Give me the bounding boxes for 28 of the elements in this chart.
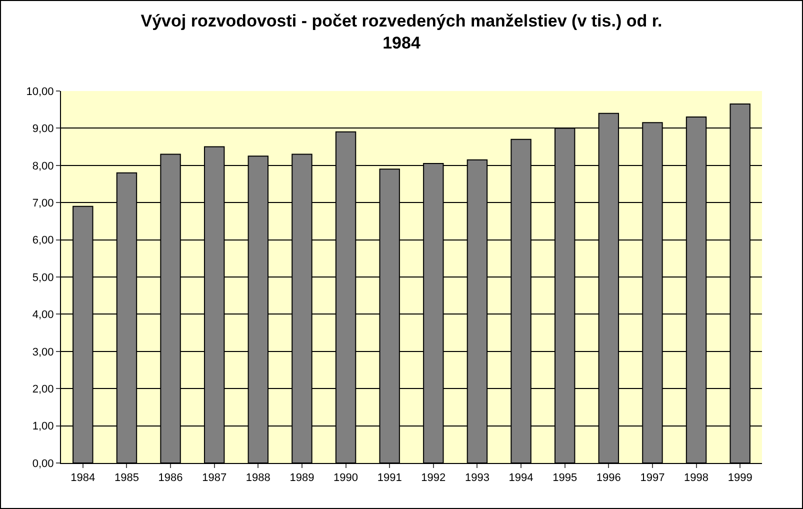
x-tick-label: 1996 [596, 472, 621, 484]
y-tick-label: 5,00 [32, 272, 54, 284]
chart-title: Vývoj rozvodovosti - počet rozvedených manželstiev (v tis.) od r. 1984 [140, 11, 662, 52]
x-tick-label: 1995 [552, 472, 578, 484]
y-tick-label: 9,00 [32, 123, 54, 136]
y-tick-label: 4,00 [32, 309, 54, 322]
y-tick-label: 1,00 [32, 420, 54, 433]
y-tick-label: 7,00 [32, 197, 54, 210]
y-tick-label: 3,00 [32, 346, 54, 358]
x-tick-label: 1991 [377, 472, 402, 484]
x-tick-label: 1986 [158, 472, 183, 484]
x-tick-label: 1997 [640, 472, 665, 484]
x-tick-label: 1998 [684, 472, 709, 484]
x-tick-label: 1994 [508, 472, 534, 484]
x-tick-label: 1990 [334, 472, 358, 484]
x-tick-label: 1985 [114, 472, 139, 484]
y-tick-label: 2,00 [32, 383, 54, 396]
y-tick-label: 10,00 [26, 86, 54, 98]
x-tick-label: 1989 [290, 472, 314, 484]
x-tick-label: 1984 [70, 472, 96, 484]
x-tick-label: 1992 [421, 472, 446, 484]
x-tick-label: 1999 [728, 472, 752, 484]
x-tick-label: 1988 [246, 472, 270, 484]
x-tick-label: 1987 [202, 472, 227, 484]
y-tick-label: 6,00 [32, 234, 54, 247]
y-tick-label: 8,00 [32, 160, 54, 172]
y-tick-label: 0,00 [32, 458, 54, 470]
x-tick-label: 1993 [464, 472, 490, 484]
